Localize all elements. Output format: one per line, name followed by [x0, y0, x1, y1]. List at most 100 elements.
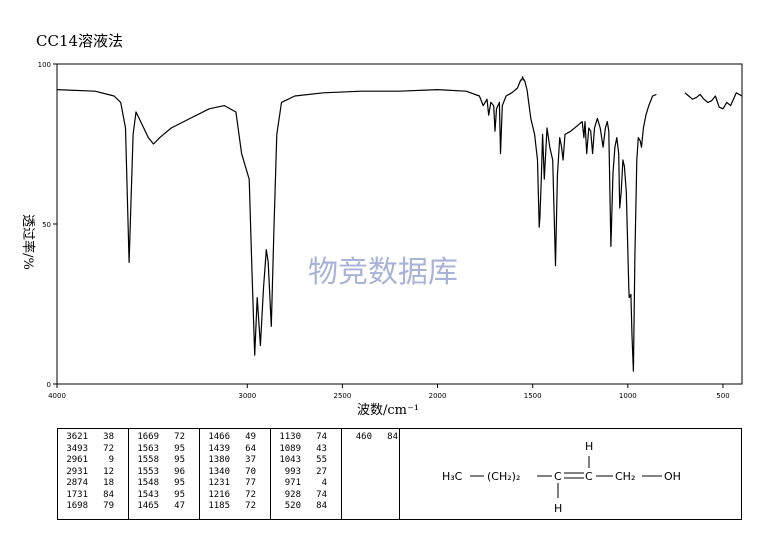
y-axis: 0 50 100	[38, 61, 57, 389]
peak-transmittance: 4	[321, 478, 327, 488]
peak-wavenumber: 1553	[137, 466, 159, 477]
spectrum-line-2	[684, 92, 743, 110]
peak-transmittance: 9	[108, 455, 114, 465]
peak-transmittance: 12	[103, 466, 114, 477]
peak-wavenumber: 1216	[208, 489, 230, 500]
x-tick-label: 1500	[524, 392, 542, 400]
peak-wavenumber: 1439	[208, 443, 230, 454]
peak-row: 1439 64	[200, 444, 270, 456]
peak-transmittance: 84	[316, 501, 327, 511]
peak-transmittance: 18	[103, 478, 114, 488]
peak-transmittance: 95	[174, 443, 185, 454]
peak-table: 3621 38 3493 72 2961 9 2931 12 2874 18 1731 84 1698 7…	[57, 428, 742, 520]
peak-wavenumber: 3493	[66, 443, 88, 454]
peak-wavenumber: 520	[284, 501, 301, 511]
peak-transmittance: 95	[174, 489, 185, 500]
peak-row: 1466 49	[200, 432, 270, 444]
x-tick-label: 1000	[619, 392, 637, 400]
peak-wavenumber: 1669	[137, 432, 159, 442]
structure-ch2-paren: (CH₂)₂	[487, 470, 520, 483]
peak-wavenumber: 2961	[66, 455, 88, 465]
structure-h-top: H	[585, 440, 593, 453]
peak-wavenumber: 1731	[66, 489, 88, 500]
peak-row: 3621 38	[58, 432, 128, 444]
peak-wavenumber: 928	[284, 489, 301, 500]
peak-row: 928 74	[271, 490, 341, 502]
peak-row: 1465 47	[129, 501, 199, 513]
peak-wavenumber: 1380	[208, 455, 230, 465]
watermark: 物竞数据库	[308, 255, 458, 290]
peak-table-column: 1466 49 1439 64 1380 37 1340 70 1231 77 1216 72 1185…	[200, 429, 271, 519]
peak-transmittance: 95	[174, 478, 185, 488]
peak-wavenumber: 1130	[279, 432, 301, 442]
peak-row: 3493 72	[58, 444, 128, 456]
peak-wavenumber: 1231	[208, 478, 230, 488]
page-title: CC14溶液法	[36, 32, 124, 50]
peak-wavenumber: 1543	[137, 489, 159, 500]
peak-table-column: 460 84	[342, 429, 400, 519]
peak-row: 460 84	[342, 432, 399, 444]
peak-row: 2931 12	[58, 467, 128, 479]
ir-spectrum-chart: 4000 3000 2500 2000 1500 1000 500 0 50 100 物竞数据库…	[20, 61, 743, 418]
peak-transmittance: 72	[245, 501, 256, 511]
peak-wavenumber: 1185	[208, 501, 230, 511]
peak-row: 971 4	[271, 478, 341, 490]
structure-oh: OH	[664, 470, 681, 483]
y-tick-label: 0	[47, 381, 51, 389]
y-tick-label: 50	[42, 221, 51, 229]
peak-row: 1558 95	[129, 455, 199, 467]
x-tick-label: 2000	[429, 392, 447, 400]
structure-formula: H₃C (CH₂)₂ C C H H CH₂ OH	[442, 440, 681, 515]
peak-row: 1731 84	[58, 490, 128, 502]
peak-wavenumber: 1465	[137, 501, 159, 511]
peak-transmittance: 74	[316, 432, 327, 442]
peak-wavenumber: 1043	[279, 455, 301, 465]
structure-h3c: H₃C	[442, 470, 463, 483]
peak-wavenumber: 2874	[66, 478, 88, 488]
peak-transmittance: 84	[103, 489, 114, 500]
peak-row: 2874 18	[58, 478, 128, 490]
structure-c2: C	[585, 470, 593, 483]
peak-transmittance: 84	[387, 432, 398, 442]
peak-transmittance: 64	[245, 443, 256, 454]
peak-transmittance: 38	[103, 432, 114, 442]
y-axis-label: 透过率/%	[20, 214, 36, 270]
peak-row: 1231 77	[200, 478, 270, 490]
peak-transmittance: 37	[245, 455, 256, 465]
peak-transmittance: 79	[103, 501, 114, 511]
peak-table-column: 1669 72 1563 95 1558 95 1553 96 1548 95 1543 95 1465…	[129, 429, 200, 519]
structure-ch2: CH₂	[615, 470, 635, 483]
peak-row: 1669 72	[129, 432, 199, 444]
peak-wavenumber: 1466	[208, 432, 230, 442]
x-tick-label: 500	[716, 392, 729, 400]
peak-wavenumber: 993	[284, 466, 301, 477]
peak-transmittance: 72	[245, 489, 256, 500]
peak-row: 1130 74	[271, 432, 341, 444]
peak-wavenumber: 3621	[66, 432, 88, 442]
peak-transmittance: 55	[316, 455, 327, 465]
spectrum-line-1	[56, 76, 657, 372]
plot-frame	[56, 63, 743, 385]
series-layer	[56, 76, 743, 372]
x-tick-label: 3000	[238, 392, 256, 400]
peak-wavenumber: 1340	[208, 466, 230, 477]
peak-wavenumber: 460	[355, 432, 372, 442]
peak-row: 1548 95	[129, 478, 199, 490]
peak-transmittance: 49	[245, 432, 256, 442]
peak-row: 1380 37	[200, 455, 270, 467]
peak-transmittance: 72	[103, 443, 114, 454]
peak-transmittance: 95	[174, 455, 185, 465]
peak-transmittance: 70	[245, 466, 256, 477]
peak-transmittance: 43	[316, 443, 327, 454]
peak-row: 1043 55	[271, 455, 341, 467]
peak-transmittance: 72	[174, 432, 185, 442]
peak-table-column: 3621 38 3493 72 2961 9 2931 12 2874 18 1731 84 1698 7…	[58, 429, 129, 519]
x-tick-label: 4000	[48, 392, 66, 400]
structure-c1: C	[554, 470, 562, 483]
peak-row: 520 84	[271, 501, 341, 513]
y-tick-label: 100	[38, 61, 51, 69]
peak-row: 1089 43	[271, 444, 341, 456]
peak-wavenumber: 971	[284, 478, 301, 488]
peak-transmittance: 74	[316, 489, 327, 500]
peak-wavenumber: 1698	[66, 501, 88, 511]
